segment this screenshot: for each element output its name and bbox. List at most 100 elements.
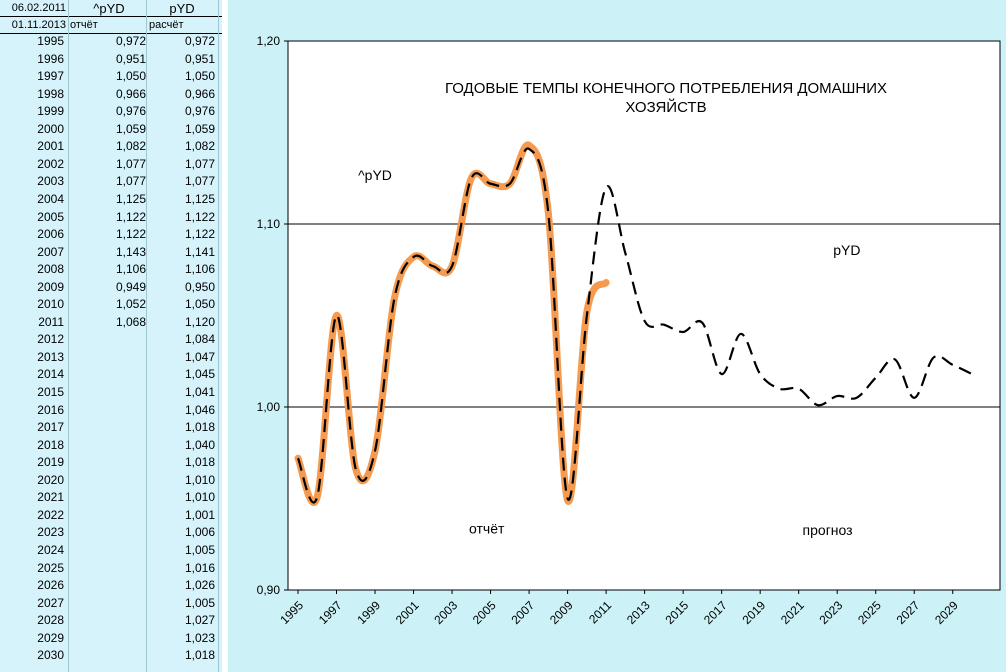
row-report-value: 1,143: [115, 244, 146, 259]
table-row: 2016 1,046: [0, 402, 222, 420]
table-row: 2017 1,018: [0, 419, 222, 437]
row-calc-value: 1,125: [184, 191, 215, 206]
row-report-value: 0,972: [115, 34, 146, 48]
y-tick-label: 1,20: [257, 34, 281, 48]
row-calc-value: 1,045: [184, 367, 215, 382]
table-row: 2003 1,077 1,077: [0, 173, 222, 191]
table-row: 2029 1,023: [0, 630, 222, 648]
table-row: 2001 1,082 1,082: [0, 138, 222, 156]
row-calc-value: 0,950: [184, 279, 215, 294]
table-row: 2005 1,122 1,122: [0, 209, 222, 227]
column-divider: [218, 0, 219, 672]
table-row: 2009 0,949 0,950: [0, 279, 222, 297]
table-row: 2018 1,040: [0, 437, 222, 455]
row-calc-value: 1,050: [184, 69, 215, 84]
row-year: 2015: [37, 385, 64, 399]
x-tick-label: 2025: [855, 598, 884, 627]
row-year: 2019: [37, 455, 64, 470]
row-year: 2026: [37, 578, 64, 593]
x-tick-label: 2011: [586, 598, 614, 626]
row-year: 2007: [37, 244, 64, 259]
row-calc-value: 1,120: [184, 314, 215, 329]
table-row: 2010 1,052 1,050: [0, 296, 222, 314]
row-calc-value: 1,077: [184, 156, 215, 171]
table-row: 2002 1,077 1,077: [0, 156, 222, 174]
table-row: 2015 1,041: [0, 384, 222, 402]
row-calc-value: 1,084: [184, 332, 215, 347]
column-divider: [146, 0, 147, 672]
row-year: 2000: [37, 121, 64, 136]
row-report-value: 1,052: [115, 297, 146, 312]
row-year: 2018: [37, 437, 64, 452]
y-tick-label: 0,90: [257, 583, 281, 597]
header-date-2: 01.11.2013: [11, 19, 66, 31]
row-calc-value: 1,023: [184, 630, 215, 645]
row-year: 2021: [37, 490, 64, 505]
table-row: 1998 0,966 0,966: [0, 86, 222, 104]
row-calc-value: 1,001: [184, 507, 215, 522]
row-calc-value: 1,082: [184, 139, 215, 154]
row-calc-value: 1,010: [184, 490, 215, 505]
x-tick-label: 2003: [431, 598, 460, 627]
table-row: 2021 1,010: [0, 489, 222, 507]
row-calc-value: 1,018: [184, 648, 215, 663]
table-row: 2027 1,005: [0, 595, 222, 613]
header-date-1: 06.02.2011: [11, 2, 66, 14]
chart-annotation: отчёт: [469, 520, 505, 536]
row-calc-value: 1,027: [184, 613, 215, 628]
table-header-row: 06.02.2011 ^pYD pYD: [0, 0, 222, 17]
row-calc-value: 1,005: [184, 542, 215, 557]
x-tick-label: 2019: [740, 598, 769, 627]
x-tick-label: 2013: [624, 598, 653, 627]
row-year: 2005: [37, 209, 64, 224]
table-row: 2013 1,047: [0, 349, 222, 367]
row-report-value: 1,059: [115, 121, 146, 136]
row-calc-value: 1,122: [184, 227, 215, 242]
header-calc-col: pYD: [169, 1, 195, 16]
chart-title: ХОЗЯЙСТВ: [625, 98, 706, 116]
table-row: 2025 1,016: [0, 560, 222, 578]
chart-annotation: прогноз: [803, 522, 853, 538]
table-row: 2022 1,001: [0, 507, 222, 525]
row-year: 2025: [37, 560, 64, 575]
row-year: 2012: [37, 332, 64, 347]
x-tick-label: 2021: [778, 598, 807, 627]
row-report-value: 1,077: [115, 174, 146, 189]
row-calc-value: 1,018: [184, 420, 215, 435]
row-report-value: 0,951: [115, 51, 146, 66]
table-row: 2000 1,059 1,059: [0, 121, 222, 139]
row-year: 1998: [37, 86, 64, 101]
row-year: 2020: [37, 472, 64, 487]
table-row: 2019 1,018: [0, 454, 222, 472]
series-line-forecast: [296, 147, 973, 504]
table-row: 2026 1,026: [0, 577, 222, 595]
row-report-value: 1,122: [115, 209, 146, 224]
row-year: 2017: [37, 420, 64, 435]
table-row: 1995 0,972 0,972: [0, 33, 222, 51]
row-report-value: 1,077: [115, 156, 146, 171]
x-tick-label: 1999: [354, 598, 383, 627]
x-tick-label: 2007: [508, 598, 537, 627]
row-year: 2028: [37, 613, 64, 628]
row-calc-value: 1,046: [184, 402, 215, 417]
subheader-calc: расчёт: [149, 19, 184, 31]
row-report-value: 0,976: [115, 104, 146, 119]
row-year: 2022: [37, 507, 64, 522]
x-tick-label: 2017: [701, 598, 730, 627]
row-calc-value: 0,972: [184, 34, 215, 48]
row-year: 2030: [37, 648, 64, 663]
table-row: 2028 1,027: [0, 612, 222, 630]
row-year: 2014: [37, 367, 64, 382]
x-tick-label: 2005: [470, 598, 499, 627]
row-report-value: 0,949: [115, 279, 146, 294]
table-row: 2023 1,006: [0, 524, 222, 542]
row-calc-value: 0,966: [184, 86, 215, 101]
chart-title: ГОДОВЫЕ ТЕМПЫ КОНЕЧНОГО ПОТРЕБЛЕНИЯ ДОМА…: [445, 80, 887, 97]
x-tick-label: 1995: [277, 598, 306, 627]
row-report-value: 1,050: [115, 69, 146, 84]
chart-annotation: pYD: [833, 242, 860, 258]
table-row: 2004 1,125 1,125: [0, 191, 222, 209]
row-calc-value: 1,005: [184, 595, 215, 610]
row-year: 2003: [37, 174, 64, 189]
x-tick-label: 2027: [894, 598, 923, 627]
